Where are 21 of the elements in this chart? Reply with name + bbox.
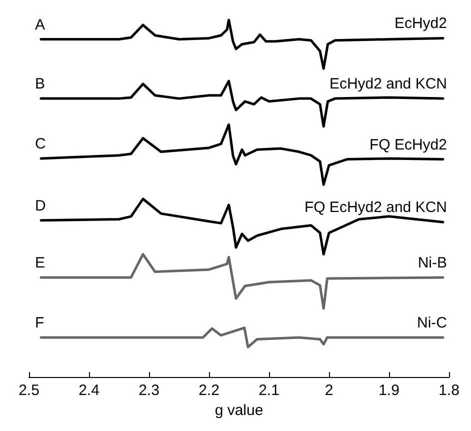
x-axis-title: g value [214, 402, 264, 419]
x-tick-label: 2.4 [78, 382, 100, 400]
annotation: F [35, 314, 44, 332]
series-label: Ni-B [418, 254, 447, 272]
x-tick-label: 2.5 [18, 382, 40, 400]
annotation: A [35, 16, 46, 34]
series-label: FQ EcHyd2 and KCN [304, 199, 447, 216]
x-tick-label: 2.3 [138, 382, 160, 400]
annotation: C [35, 136, 46, 153]
annotation: D [35, 197, 46, 214]
annotation: E [35, 254, 46, 272]
x-tick-label: 2.2 [198, 382, 220, 400]
series-label: EcHyd2 [394, 15, 447, 32]
series-label: EcHyd2 and KCN [329, 76, 447, 93]
series-label: FQ EcHyd2 [369, 136, 447, 154]
series-label: Ni-C [417, 314, 448, 332]
x-tick-label: 1.9 [378, 382, 400, 400]
x-tick-label: 2 [324, 382, 334, 400]
annotation: B [35, 76, 46, 93]
x-tick-label: 1.8 [438, 382, 460, 400]
x-tick-label: 2.1 [258, 382, 280, 400]
